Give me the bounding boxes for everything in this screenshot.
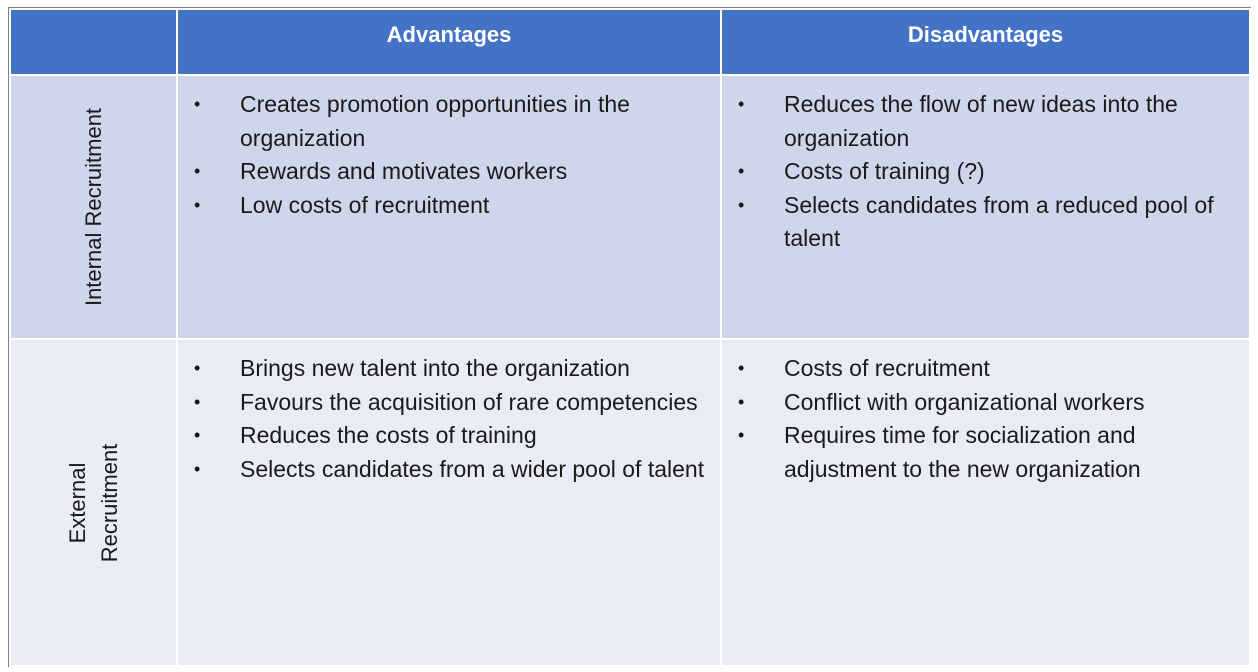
cell-internal-advantages: • Creates promotion opportunities in the … <box>176 74 722 340</box>
bullet-icon: • <box>194 425 201 445</box>
list-external-advantages: • Brings new talent into the organization… <box>178 340 720 486</box>
cell-internal-disadvantages: • Reduces the flow of new ideas into the … <box>720 74 1251 340</box>
list-internal-advantages: • Creates promotion opportunities in the … <box>178 76 720 222</box>
list-item: • Conflict with organizational workers <box>722 386 1239 420</box>
bullet-icon: • <box>738 94 745 114</box>
row-label-external-line1: External <box>64 462 90 543</box>
list-item: • Selects candidates from a reduced pool … <box>722 189 1239 256</box>
list-item: • Creates promotion opportunities in the … <box>178 88 710 155</box>
bullet-icon: • <box>738 194 745 215</box>
row-label-external-line2: Recruitment <box>96 443 122 562</box>
list-item: • Rewards and motivates workers <box>178 155 710 189</box>
table-frame: Advantages Disadvantages Internal Recrui… <box>8 7 1251 667</box>
bullet-icon: • <box>194 358 201 378</box>
header-row: Advantages Disadvantages <box>9 8 1251 76</box>
bullet-icon: • <box>194 194 201 215</box>
list-item: • Reduces the costs of training <box>178 419 710 453</box>
bullet-icon: • <box>738 391 745 412</box>
cell-external-disadvantages: • Costs of recruitment • Conflict with org… <box>720 338 1251 667</box>
row-label-cell-external: External Recruitment <box>9 338 178 667</box>
bullet-icon: • <box>194 94 201 114</box>
bullet-icon: • <box>738 425 745 445</box>
list-external-disadvantages: • Costs of recruitment • Conflict with org… <box>722 340 1249 486</box>
corner-cell <box>9 8 178 76</box>
table-row-external: External Recruitment • Brings new talent i… <box>9 338 1251 667</box>
bullet-icon: • <box>194 161 201 181</box>
list-item: • Requires time for socialization and adj… <box>722 419 1239 486</box>
bullet-icon: • <box>194 458 201 479</box>
bullet-icon: • <box>194 391 201 412</box>
header-advantages: Advantages <box>176 8 722 76</box>
bullet-icon: • <box>738 358 745 378</box>
list-item: • Brings new talent into the organization <box>178 352 710 386</box>
bullet-icon: • <box>738 161 745 181</box>
list-item: • Costs of recruitment <box>722 352 1239 386</box>
list-item: • Selects candidates from a wider pool of… <box>178 453 710 487</box>
recruitment-comparison-table: Advantages Disadvantages Internal Recrui… <box>9 8 1251 667</box>
table-row-internal: Internal Recruitment • Creates promotion … <box>9 74 1251 340</box>
row-label-cell-internal: Internal Recruitment <box>9 74 178 340</box>
list-item: • Costs of training (?) <box>722 155 1239 189</box>
list-item: • Low costs of recruitment <box>178 189 710 223</box>
list-item: • Favours the acquisition of rare compete… <box>178 386 710 420</box>
cell-external-advantages: • Brings new talent into the organization… <box>176 338 722 667</box>
list-item: • Reduces the flow of new ideas into the … <box>722 88 1239 155</box>
list-internal-disadvantages: • Reduces the flow of new ideas into the … <box>722 76 1249 256</box>
header-disadvantages: Disadvantages <box>720 8 1251 76</box>
row-label-internal: Internal Recruitment <box>80 107 106 307</box>
row-label-external: External Recruitment <box>62 443 126 562</box>
